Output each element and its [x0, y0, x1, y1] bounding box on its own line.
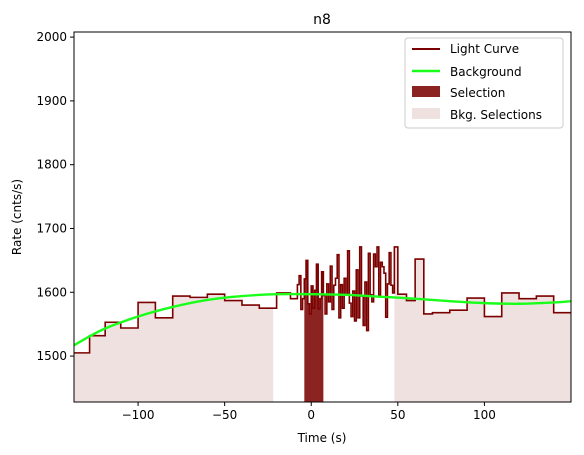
plot-frame — [73, 31, 572, 403]
x-tick-label: 100 — [473, 408, 496, 422]
legend-label-light-curve: Light Curve — [450, 42, 519, 56]
legend-swatch-bkg-selections — [412, 108, 440, 119]
selection-region — [304, 260, 324, 402]
y-tick-label: 1600 — [36, 285, 67, 299]
bkg-selection-region — [394, 246, 571, 402]
x-axis-label: Time (s) — [297, 431, 347, 445]
x-tick-label: −100 — [122, 408, 155, 422]
background-curve-line — [74, 292, 571, 347]
legend-label-selection: Selection — [450, 86, 505, 100]
y-tick-label: 1900 — [36, 94, 67, 108]
legend-label-bkg-selections: Bkg. Selections — [450, 108, 542, 122]
x-axis: −100 −50 0 50 100 — [122, 402, 496, 422]
legend-box — [404, 37, 564, 129]
y-tick-label: 1800 — [36, 158, 67, 172]
x-tick-label: −50 — [212, 408, 237, 422]
legend: Light Curve Background Selection Bkg. Se… — [404, 37, 564, 129]
light-curve-line — [74, 246, 571, 354]
bkg-selection-region — [74, 294, 274, 402]
legend-label-background: Background — [450, 65, 522, 79]
y-tick-label: 2000 — [36, 30, 67, 44]
x-tick-label: 50 — [390, 408, 405, 422]
x-tick-label: 0 — [307, 408, 315, 422]
plot-area — [74, 246, 571, 402]
y-tick-label: 1500 — [36, 349, 67, 363]
y-tick-label: 1700 — [36, 221, 67, 235]
y-axis: 1500 1600 1700 1800 1900 2000 — [36, 30, 74, 363]
legend-swatch-selection — [412, 86, 440, 97]
chart-title: n8 — [313, 12, 331, 28]
y-axis-label: Rate (cnts/s) — [10, 179, 24, 255]
